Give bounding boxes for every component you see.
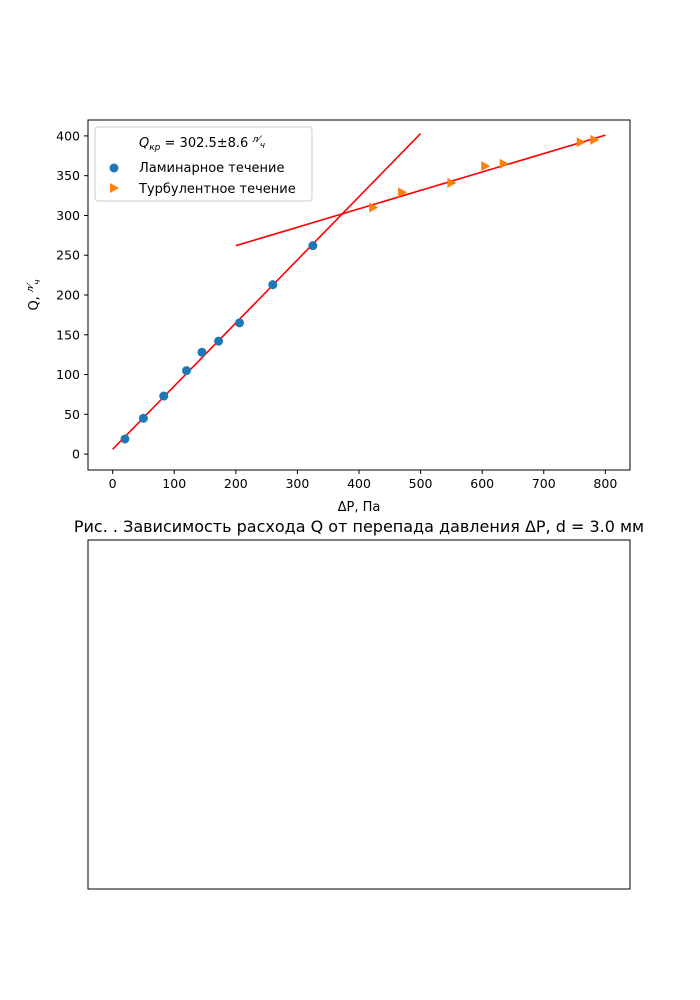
- x-tick-label: 800: [593, 476, 617, 491]
- legend: Qкр = 302.5±8.6 л⁄ч Ламинарное течение Т…: [94, 126, 313, 202]
- legend-title-value: = 302.5±8.6: [160, 136, 252, 151]
- data-point-turbulent: [398, 187, 408, 198]
- data-point-laminar: [159, 391, 169, 401]
- y-tick-label: 100: [56, 367, 80, 382]
- legend-title-unit-num: л: [251, 135, 258, 145]
- x-tick-label: 700: [532, 476, 556, 491]
- data-point-laminar: [197, 347, 207, 357]
- data-point-turbulent: [447, 177, 457, 188]
- y-axis-label: Q, л⁄ч: [26, 279, 43, 310]
- legend-box: [94, 126, 313, 202]
- y-axis-label-unit-den: ч: [33, 279, 43, 284]
- y-axis-ticks: 0 50 100 150 200 250 300 350 400: [56, 128, 88, 462]
- legend-label-laminar: Ламинарное течение: [139, 161, 285, 176]
- fit-line: [235, 134, 606, 247]
- data-points: [120, 134, 600, 444]
- y-tick-label: 200: [56, 288, 80, 303]
- y-tick-label: 250: [56, 248, 80, 263]
- y-tick-label: 350: [56, 168, 80, 183]
- data-point-laminar: [214, 336, 224, 346]
- data-point-laminar: [138, 413, 148, 423]
- data-point-turbulent: [576, 137, 586, 148]
- legend-marker-turbulent: [110, 183, 119, 193]
- y-tick-label: 400: [56, 128, 80, 143]
- data-point-laminar: [120, 434, 130, 444]
- legend-title-unit-slash: ⁄: [255, 135, 262, 145]
- x-tick-label: 500: [409, 476, 433, 491]
- y-tick-label: 150: [56, 327, 80, 342]
- figure-caption: Рис. . Зависимость расхода Q от перепада…: [74, 517, 644, 536]
- x-axis-ticks: 0 100 200 300 400 500 600 700 800: [109, 470, 617, 491]
- data-point-laminar: [268, 280, 278, 290]
- legend-label-turbulent: Турбулентное течение: [138, 182, 296, 197]
- data-point-laminar: [182, 366, 192, 376]
- y-tick-label: 50: [64, 407, 80, 422]
- data-point-laminar: [308, 241, 318, 251]
- y-axis-label-unit-slash: ⁄: [26, 282, 36, 289]
- legend-title-subscript: кр: [149, 143, 160, 153]
- data-point-turbulent: [481, 161, 491, 172]
- x-tick-label: 400: [347, 476, 371, 491]
- chart-2-empty: [87, 539, 631, 890]
- empty-plot-frame: [87, 539, 631, 890]
- x-tick-label: 0: [109, 476, 117, 491]
- x-tick-label: 200: [224, 476, 248, 491]
- data-point-turbulent: [499, 158, 509, 169]
- legend-title-unit-den: ч: [260, 141, 265, 151]
- y-tick-label: 0: [72, 447, 80, 462]
- legend-title: Qкр = 302.5±8.6 л⁄ч: [139, 135, 265, 153]
- legend-marker-laminar: [109, 163, 119, 173]
- y-tick-label: 300: [56, 208, 80, 223]
- y-axis-label-unit-num: л: [26, 286, 36, 293]
- data-point-turbulent: [590, 134, 600, 145]
- x-tick-label: 100: [162, 476, 186, 491]
- data-point-turbulent: [369, 202, 379, 213]
- data-point-laminar: [235, 318, 245, 328]
- y-axis-label-main: Q,: [27, 292, 42, 311]
- legend-title-symbol: Q: [139, 136, 149, 151]
- x-tick-label: 600: [470, 476, 494, 491]
- chart-1: 0 100 200 300 400 500 600 700 800 0 50 100 150 200 25…: [26, 119, 631, 515]
- x-tick-label: 300: [285, 476, 309, 491]
- x-axis-label: ΔP, Па: [338, 500, 381, 515]
